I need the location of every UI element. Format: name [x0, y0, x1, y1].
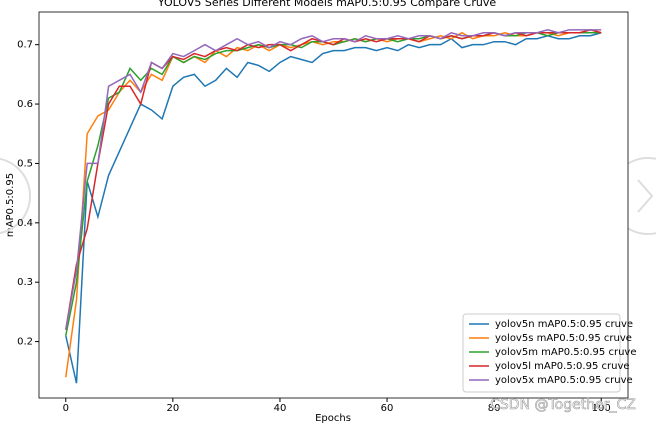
x-tick-label: 80 — [488, 403, 501, 414]
legend-label: yolov5s mAP0.5:0.95 cruve — [495, 333, 632, 344]
legend-label: yolov5l mAP0.5:0.95 cruve — [495, 361, 630, 372]
x-tick-label: 60 — [381, 403, 394, 414]
legend-label: yolov5m mAP0.5:0.95 cruve — [495, 347, 636, 358]
x-axis-label: Epochs — [315, 413, 351, 423]
watermark: CSDN @Together_CZ — [490, 397, 636, 413]
y-tick-label: 0.3 — [17, 277, 33, 288]
nav-arrow-left[interactable] — [0, 157, 31, 235]
y-tick-label: 0.5 — [17, 158, 33, 169]
y-tick-label: 0.4 — [17, 218, 33, 229]
x-tick-label: 20 — [166, 403, 179, 414]
x-tick-label: 0 — [63, 403, 69, 414]
y-tick-label: 0.7 — [17, 40, 33, 51]
x-tick-label: 40 — [274, 403, 287, 414]
series-line — [65, 29, 602, 378]
x-tick-label: 100 — [592, 403, 611, 414]
y-tick-label: 0.6 — [17, 99, 33, 110]
chart-title: YOLOV5 Series Different Models mAP0.5:0.… — [157, 0, 496, 9]
legend-box — [462, 313, 621, 393]
legend-label: yolov5x mAP0.5:0.95 cruve — [495, 375, 633, 386]
y-axis-label: mAP0.5:0.95 — [5, 173, 16, 237]
plot-area: 0 20 40 60 80 100 0.2 0.3 0.4 0.5 0.6 0.7 yolov5n mA… — [17, 11, 636, 414]
nav-arrow-icon — [637, 179, 654, 213]
series-line — [65, 29, 602, 330]
y-tick-label: 0.2 — [17, 337, 33, 348]
legend-label: yolov5n mAP0.5:0.95 cruve — [495, 319, 633, 330]
series-line — [65, 32, 602, 384]
